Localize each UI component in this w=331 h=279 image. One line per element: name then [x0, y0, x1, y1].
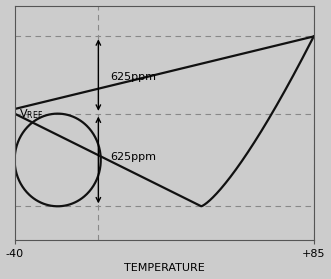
- Text: 625ppm: 625ppm: [110, 72, 156, 81]
- Text: 625ppm: 625ppm: [110, 152, 156, 162]
- Text: $\mathregular{V_{REF}}$: $\mathregular{V_{REF}}$: [20, 107, 43, 121]
- X-axis label: TEMPERATURE: TEMPERATURE: [124, 263, 205, 273]
